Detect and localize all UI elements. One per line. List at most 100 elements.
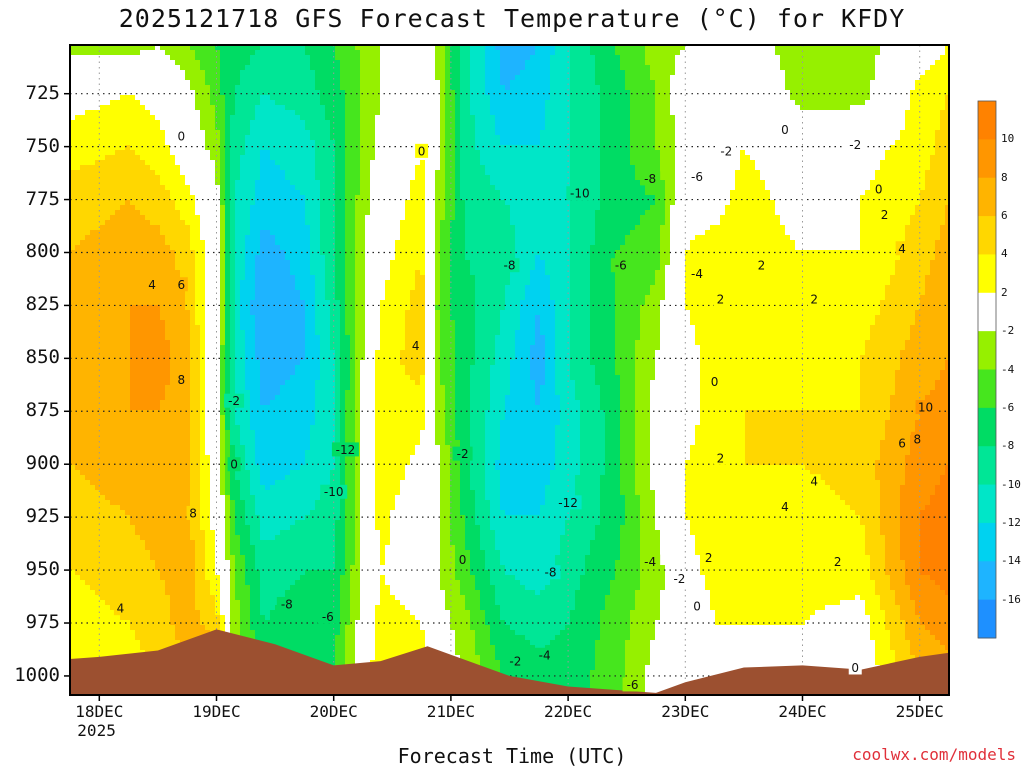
temperature-cell xyxy=(70,210,76,216)
temperature-cell xyxy=(220,320,226,326)
temperature-cell xyxy=(180,360,186,366)
temperature-cell xyxy=(195,565,201,571)
temperature-cell xyxy=(160,525,166,531)
temperature-cell xyxy=(220,90,226,96)
temperature-cell xyxy=(230,360,236,366)
temperature-cell xyxy=(235,595,241,601)
temperature-cell xyxy=(260,205,266,211)
temperature-cell xyxy=(140,420,146,426)
temperature-cell xyxy=(130,535,136,541)
temperature-cell xyxy=(195,430,201,436)
temperature-cell xyxy=(130,395,136,401)
temperature-cell xyxy=(95,375,101,381)
temperature-cell xyxy=(190,630,196,636)
temperature-cell xyxy=(145,520,151,526)
temperature-cell xyxy=(175,520,181,526)
temperature-cell xyxy=(145,170,151,176)
temperature-cell xyxy=(205,395,211,401)
temperature-cell xyxy=(85,500,91,506)
temperature-cell xyxy=(85,585,91,591)
temperature-cell xyxy=(210,260,216,266)
temperature-cell xyxy=(220,585,226,591)
temperature-cell xyxy=(170,615,176,621)
temperature-cell xyxy=(220,385,226,391)
temperature-cell xyxy=(115,615,121,621)
temperature-cell xyxy=(180,590,186,596)
temperature-cell xyxy=(155,505,161,511)
temperature-cell xyxy=(250,130,256,136)
temperature-cell xyxy=(225,375,231,381)
temperature-cell xyxy=(260,105,266,111)
temperature-cell xyxy=(80,385,86,391)
temperature-cell xyxy=(175,395,181,401)
temperature-cell xyxy=(250,180,256,186)
temperature-cell xyxy=(235,550,241,556)
temperature-cell xyxy=(75,415,81,421)
temperature-cell xyxy=(160,510,166,516)
temperature-cell xyxy=(95,265,101,271)
temperature-cell xyxy=(210,350,216,356)
temperature-cell xyxy=(145,600,151,606)
temperature-cell xyxy=(155,75,161,81)
temperature-cell xyxy=(230,245,236,251)
temperature-cell xyxy=(255,100,261,106)
temperature-cell xyxy=(175,75,181,81)
temperature-cell xyxy=(200,400,206,406)
temperature-cell xyxy=(115,395,121,401)
temperature-cell xyxy=(205,165,211,171)
temperature-cell xyxy=(75,385,81,391)
temperature-cell xyxy=(75,565,81,571)
temperature-cell xyxy=(185,100,191,106)
temperature-cell xyxy=(230,345,236,351)
temperature-cell xyxy=(75,485,81,491)
temperature-cell xyxy=(245,80,251,86)
temperature-cell xyxy=(185,235,191,241)
temperature-cell xyxy=(155,515,161,521)
temperature-cell xyxy=(165,255,171,261)
temperature-cell xyxy=(100,160,106,166)
temperature-cell xyxy=(240,555,246,561)
temperature-cell xyxy=(190,300,196,306)
temperature-cell xyxy=(90,245,96,251)
temperature-cell xyxy=(115,155,121,161)
temperature-cell xyxy=(205,440,211,446)
temperature-cell xyxy=(195,50,201,56)
temperature-cell xyxy=(110,130,116,136)
temperature-cell xyxy=(225,435,231,441)
temperature-cell xyxy=(210,380,216,386)
temperature-cell xyxy=(95,165,101,171)
temperature-cell xyxy=(195,260,201,266)
temperature-cell xyxy=(135,300,141,306)
temperature-cell xyxy=(215,270,221,276)
temperature-cell xyxy=(90,285,96,291)
temperature-cell xyxy=(260,110,266,116)
temperature-cell xyxy=(110,545,116,551)
temperature-cell xyxy=(150,430,156,436)
temperature-cell xyxy=(180,190,186,196)
temperature-cell xyxy=(75,270,81,276)
temperature-cell xyxy=(215,480,221,486)
temperature-cell xyxy=(155,110,161,116)
temperature-cell xyxy=(220,305,226,311)
temperature-cell xyxy=(165,545,171,551)
temperature-cell xyxy=(85,285,91,291)
temperature-cell xyxy=(70,285,76,291)
temperature-cell xyxy=(160,155,166,161)
temperature-cell xyxy=(210,290,216,296)
temperature-cell xyxy=(255,175,261,181)
temperature-cell xyxy=(245,100,251,106)
temperature-cell xyxy=(105,470,111,476)
temperature-cell xyxy=(70,140,76,146)
temperature-cell xyxy=(135,415,141,421)
temperature-cell xyxy=(215,485,221,491)
temperature-cell xyxy=(150,60,156,66)
temperature-cell xyxy=(140,150,146,156)
temperature-cell xyxy=(235,280,241,286)
temperature-cell xyxy=(210,50,216,56)
temperature-cell xyxy=(125,385,131,391)
temperature-cell xyxy=(165,635,171,641)
temperature-cell xyxy=(90,515,96,521)
temperature-cell xyxy=(160,370,166,376)
temperature-cell xyxy=(105,215,111,221)
temperature-cell xyxy=(215,375,221,381)
